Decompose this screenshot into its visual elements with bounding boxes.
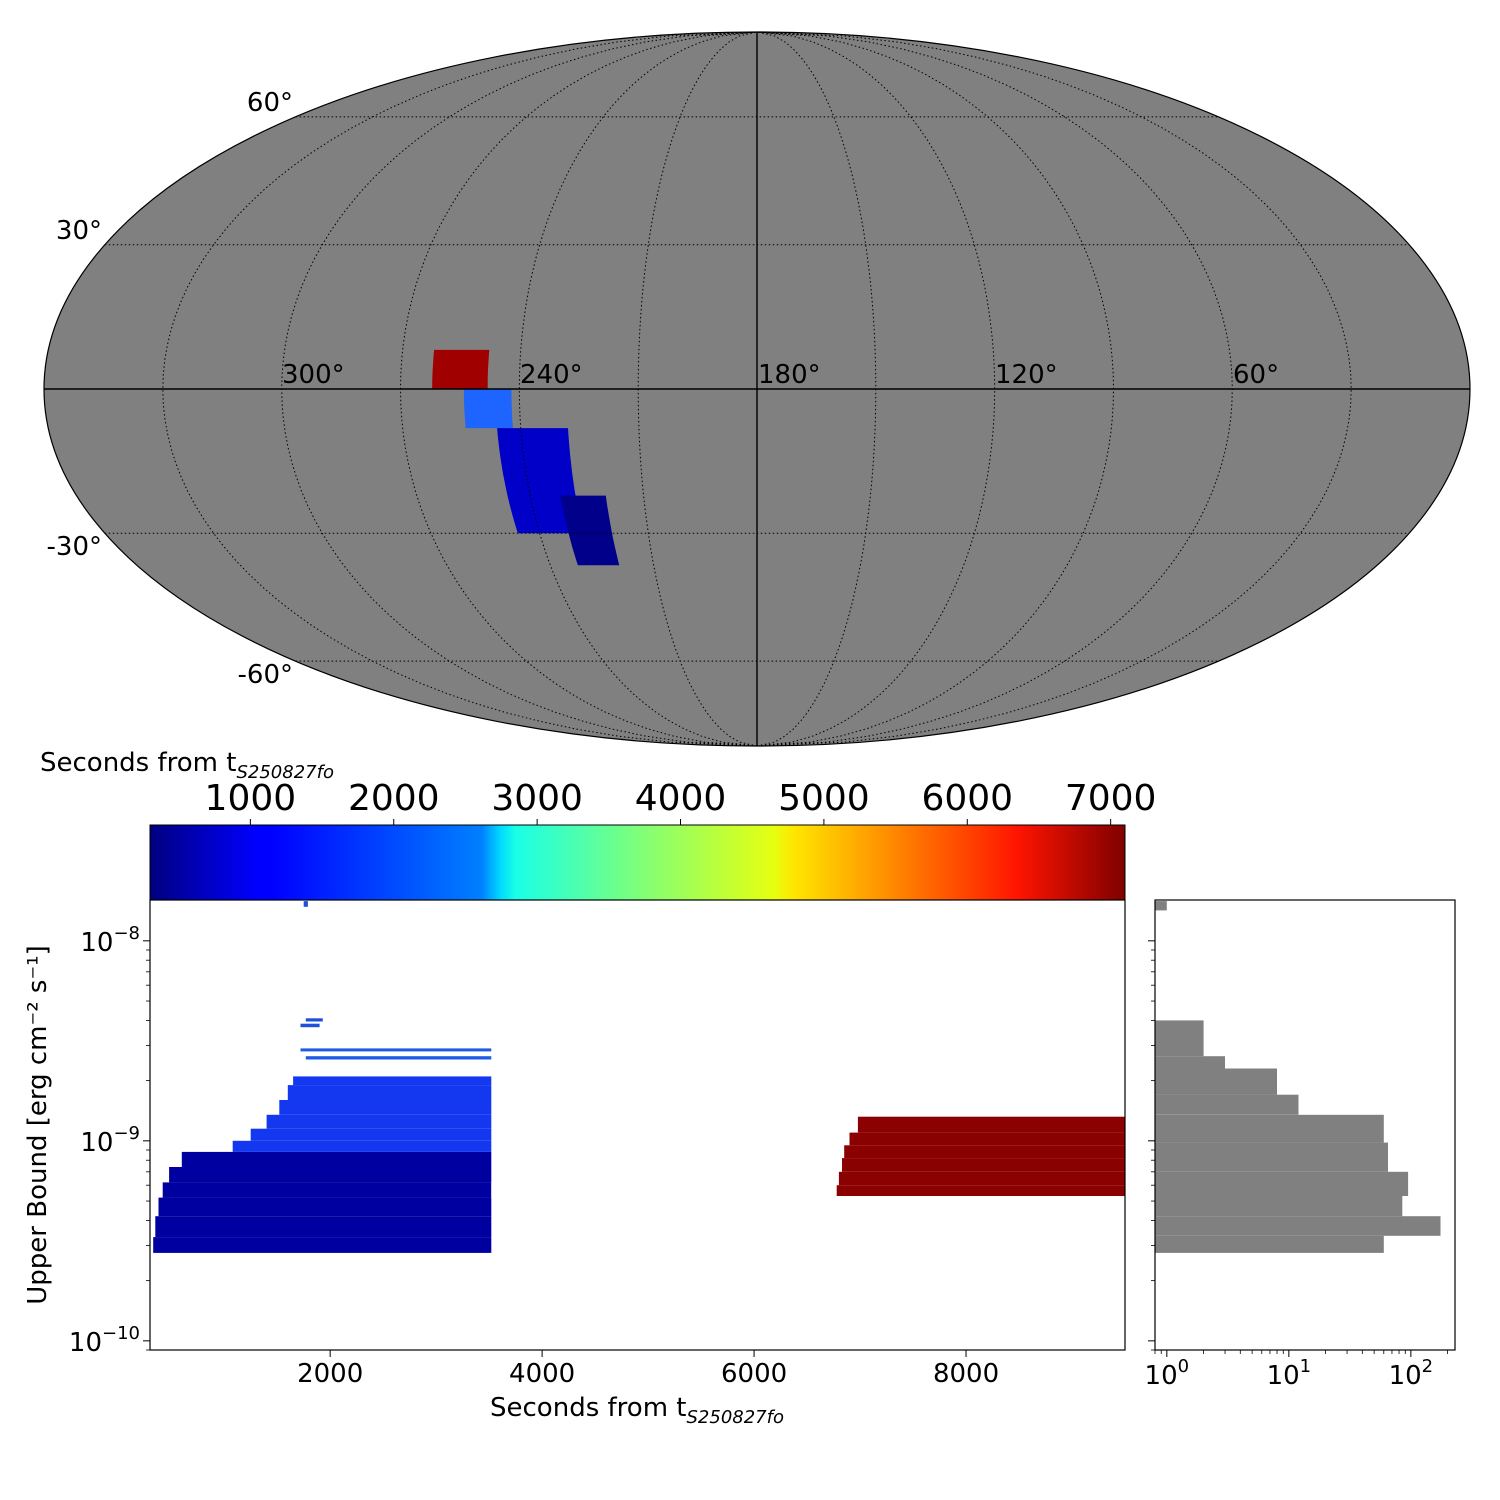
segment-late: [842, 1158, 1125, 1172]
lat-label-minus60: -60°: [238, 660, 293, 690]
upper-bound-plot: 2000 4000 6000 8000 10−8 10−9 10−10 Seconds f…: [23, 899, 1126, 1428]
histogram-bar: [1155, 1094, 1299, 1115]
histogram-bars: [1155, 901, 1441, 1253]
segment-mid: [293, 1076, 492, 1086]
histogram-bar: [1155, 1196, 1403, 1217]
sky-region-0: [432, 349, 490, 389]
segment-outliers: [303, 901, 308, 907]
segment-late: [857, 1116, 1125, 1133]
lat-label-60: 60°: [247, 88, 293, 118]
histogram-y-ticks: [1148, 940, 1155, 1351]
segment-late: [838, 1171, 1125, 1186]
meridian-line: [756, 32, 1352, 746]
colorbar-tick-label: 5000: [778, 778, 870, 819]
segment-late: [849, 1132, 1125, 1146]
histogram-x-ticks: 100 101 102: [1145, 1350, 1448, 1391]
segment-outliers: [300, 1023, 320, 1028]
main-y-axis-label: Upper Bound [erg cm⁻² s⁻¹]: [23, 945, 53, 1304]
segment-mid: [287, 1085, 492, 1100]
segment-early: [169, 1167, 492, 1183]
main-y-ticks: 10−8 10−9 10−10: [69, 923, 150, 1358]
lon-label-300: 300°: [282, 360, 345, 390]
sky-region-2: [497, 428, 584, 534]
segment-late: [844, 1145, 1125, 1159]
y-tick-label: 10−8: [80, 923, 140, 958]
y-tick-label: 10−10: [69, 1323, 140, 1358]
meridian-line: [637, 32, 758, 746]
hist-x-tick-label: 101: [1267, 1356, 1312, 1391]
segment-late-early: [300, 1048, 492, 1052]
meridian-line: [756, 32, 1233, 746]
main-x-ticks: 2000 4000 6000 8000: [297, 1350, 999, 1389]
x-tick-label: 2000: [297, 1359, 363, 1389]
segment-early: [181, 1151, 492, 1167]
segment-early: [162, 1182, 492, 1198]
segment-early: [158, 1197, 492, 1217]
segment-outliers: [305, 1018, 323, 1022]
colorbar-tick-label: 2000: [348, 778, 440, 819]
colorbar-tick-label: 1000: [205, 778, 297, 819]
lon-label-120: 120°: [995, 360, 1058, 390]
upper-bound-segments: [153, 901, 1125, 1253]
sky-map: 300° 240° 180° 120° 60° 60° 30° -30° -60…: [43, 31, 1471, 747]
segment-early: [155, 1216, 492, 1238]
histogram-bar: [1155, 1020, 1204, 1057]
colorbar: Seconds from tS250827fo 1000 2000 3000 4000…: [40, 748, 1157, 901]
sky-map-graticule: [44, 32, 1470, 746]
lon-label-60: 60°: [1233, 360, 1279, 390]
hist-x-tick-label: 102: [1389, 1356, 1434, 1391]
x-tick-label: 6000: [721, 1359, 787, 1389]
meridian-line: [756, 32, 877, 746]
histogram-bar: [1155, 1068, 1277, 1095]
meridian-line: [399, 32, 758, 746]
histogram-bar: [1155, 1056, 1225, 1069]
lat-label-30: 30°: [56, 216, 102, 246]
segment-early: [153, 1237, 492, 1253]
lon-label-180: 180°: [758, 360, 821, 390]
histogram-bar: [1155, 901, 1167, 911]
meridian-line: [162, 32, 758, 746]
y-tick-label: 10−9: [80, 1123, 140, 1158]
colorbar-ticks: 1000 2000 3000 4000 5000 6000 7000: [205, 778, 1157, 825]
histogram-bar: [1155, 1114, 1384, 1143]
segment-late: [836, 1185, 1125, 1196]
histogram-bar: [1155, 1216, 1441, 1236]
segment-late-early: [305, 1056, 492, 1060]
x-tick-label: 8000: [933, 1359, 999, 1389]
colorbar-gradient: [149, 824, 1126, 901]
main-x-axis-label: Seconds from tS250827fo: [490, 1393, 784, 1428]
colorbar-label: Seconds from tS250827fo: [40, 748, 334, 783]
histogram: 100 101 102: [1145, 899, 1456, 1391]
colorbar-tick-label: 6000: [921, 778, 1013, 819]
sky-longitude-labels: 300° 240° 180° 120° 60°: [282, 360, 1279, 390]
sky-latitude-labels: 60° 30° -30° -60°: [47, 88, 293, 690]
segment-mid: [250, 1128, 492, 1141]
lat-label-minus30: -30°: [47, 532, 102, 562]
sky-region-1: [463, 389, 513, 429]
colorbar-tick-label: 4000: [635, 778, 727, 819]
histogram-bar: [1155, 1235, 1384, 1253]
histogram-frame: [1154, 899, 1456, 1351]
sky-region-3: [560, 495, 620, 566]
sky-map-outline: [43, 31, 1471, 747]
x-tick-label: 4000: [509, 1359, 575, 1389]
segment-mid: [232, 1140, 492, 1152]
lon-label-240: 240°: [520, 360, 583, 390]
main-plot-frame: [149, 899, 1126, 1351]
histogram-bar: [1155, 1171, 1409, 1196]
histogram-bar: [1155, 1142, 1388, 1172]
segment-mid: [279, 1100, 492, 1115]
hist-x-tick-label: 100: [1145, 1356, 1190, 1391]
colorbar-tick-label: 3000: [491, 778, 583, 819]
segment-mid: [266, 1114, 492, 1129]
meridian-line: [281, 32, 758, 746]
sky-map-regions: [432, 349, 620, 566]
colorbar-tick-label: 7000: [1065, 778, 1157, 819]
meridian-line: [756, 32, 1115, 746]
